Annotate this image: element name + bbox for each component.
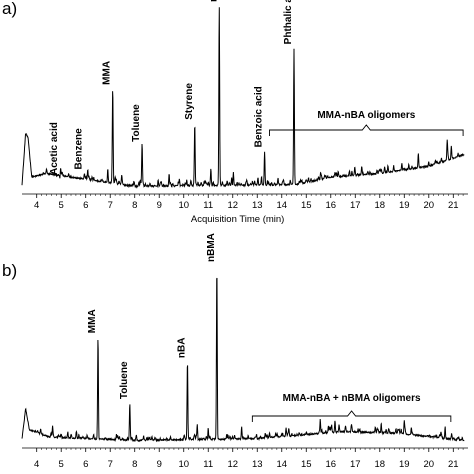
x-tick-label: 8 [132, 200, 137, 211]
peak-label: MMA [87, 309, 98, 333]
x-tick-label: 5 [59, 459, 64, 470]
x-tick-label: 16 [325, 200, 336, 211]
x-tick-label: 4 [34, 459, 39, 470]
x-tick-label: 20 [424, 200, 435, 211]
panel-a: a) 4 5 6 7 8 9 10 11 12 13 14 15 16 17 18 19 20 21 Acquisit… [2, 0, 468, 225]
peak-label: Toluene [131, 104, 142, 142]
x-tick-label: 9 [157, 200, 162, 211]
peak-label: nBA [208, 0, 219, 2]
peak-label: Benzoic acid [254, 86, 265, 147]
x-tick-label: 8 [132, 459, 137, 470]
peak-label: nBMA [206, 233, 217, 262]
peak-label: Phthalic anhydride [283, 0, 294, 44]
x-tick-label: 12 [227, 200, 238, 211]
peak-label: nBA [176, 338, 187, 359]
x-tick-label: 17 [350, 459, 361, 470]
x-tick-label: 14 [276, 200, 287, 211]
x-tick-label: 4 [34, 200, 39, 211]
x-tick-label: 13 [252, 200, 263, 211]
x-tick-label: 15 [301, 459, 312, 470]
oligomer-group-label: MMA-nBA + nBMA oligomers [283, 393, 421, 404]
x-tick-label: 19 [399, 200, 410, 211]
peak-label: Acetic acid [49, 122, 60, 175]
panel-letter: b) [2, 261, 17, 280]
peak-label: MMA [102, 61, 113, 85]
x-tick-label: 14 [276, 459, 287, 470]
x-tick-label: 6 [83, 200, 88, 211]
x-tick-label: 13 [252, 459, 263, 470]
x-tick-label: 21 [448, 200, 459, 211]
peak-label: Styrene [184, 83, 195, 120]
x-tick-label: 15 [301, 200, 312, 211]
oligomer-group-label: MMA-nBA oligomers [317, 110, 415, 121]
x-tick-label: 5 [59, 200, 64, 211]
x-tick-label: 21 [448, 459, 459, 470]
x-tick-label: 7 [108, 200, 113, 211]
x-tick-label: 6 [83, 459, 88, 470]
x-axis-label: Acquisition Time (min) [191, 214, 284, 225]
chromatogram-trace [21, 277, 465, 443]
peak-label: Toluene [119, 361, 130, 399]
x-tick-label: 11 [203, 459, 213, 470]
oligomer-bracket [251, 410, 452, 422]
peak-label: Benzene [73, 128, 84, 170]
x-tick-label: 10 [178, 459, 189, 470]
x-tick-label: 11 [203, 200, 213, 211]
x-tick-label: 16 [325, 459, 336, 470]
x-tick-label: 20 [424, 459, 435, 470]
x-tick-label: 18 [374, 459, 385, 470]
x-tick-label: 17 [350, 200, 361, 211]
x-tick-label: 10 [178, 200, 189, 211]
panel-letter: a) [2, 0, 17, 18]
x-tick-label: 12 [227, 459, 238, 470]
x-tick-label: 9 [157, 459, 162, 470]
x-tick-label: 7 [108, 459, 113, 470]
oligomer-bracket [269, 124, 464, 136]
panel-b: b) 4 5 6 7 8 9 10 11 12 13 14 15 16 17 18 19 20 21 MMA Tolue… [2, 233, 468, 470]
x-tick-label: 18 [374, 200, 385, 211]
chromatogram-trace [21, 7, 465, 189]
x-tick-label: 19 [399, 459, 410, 470]
